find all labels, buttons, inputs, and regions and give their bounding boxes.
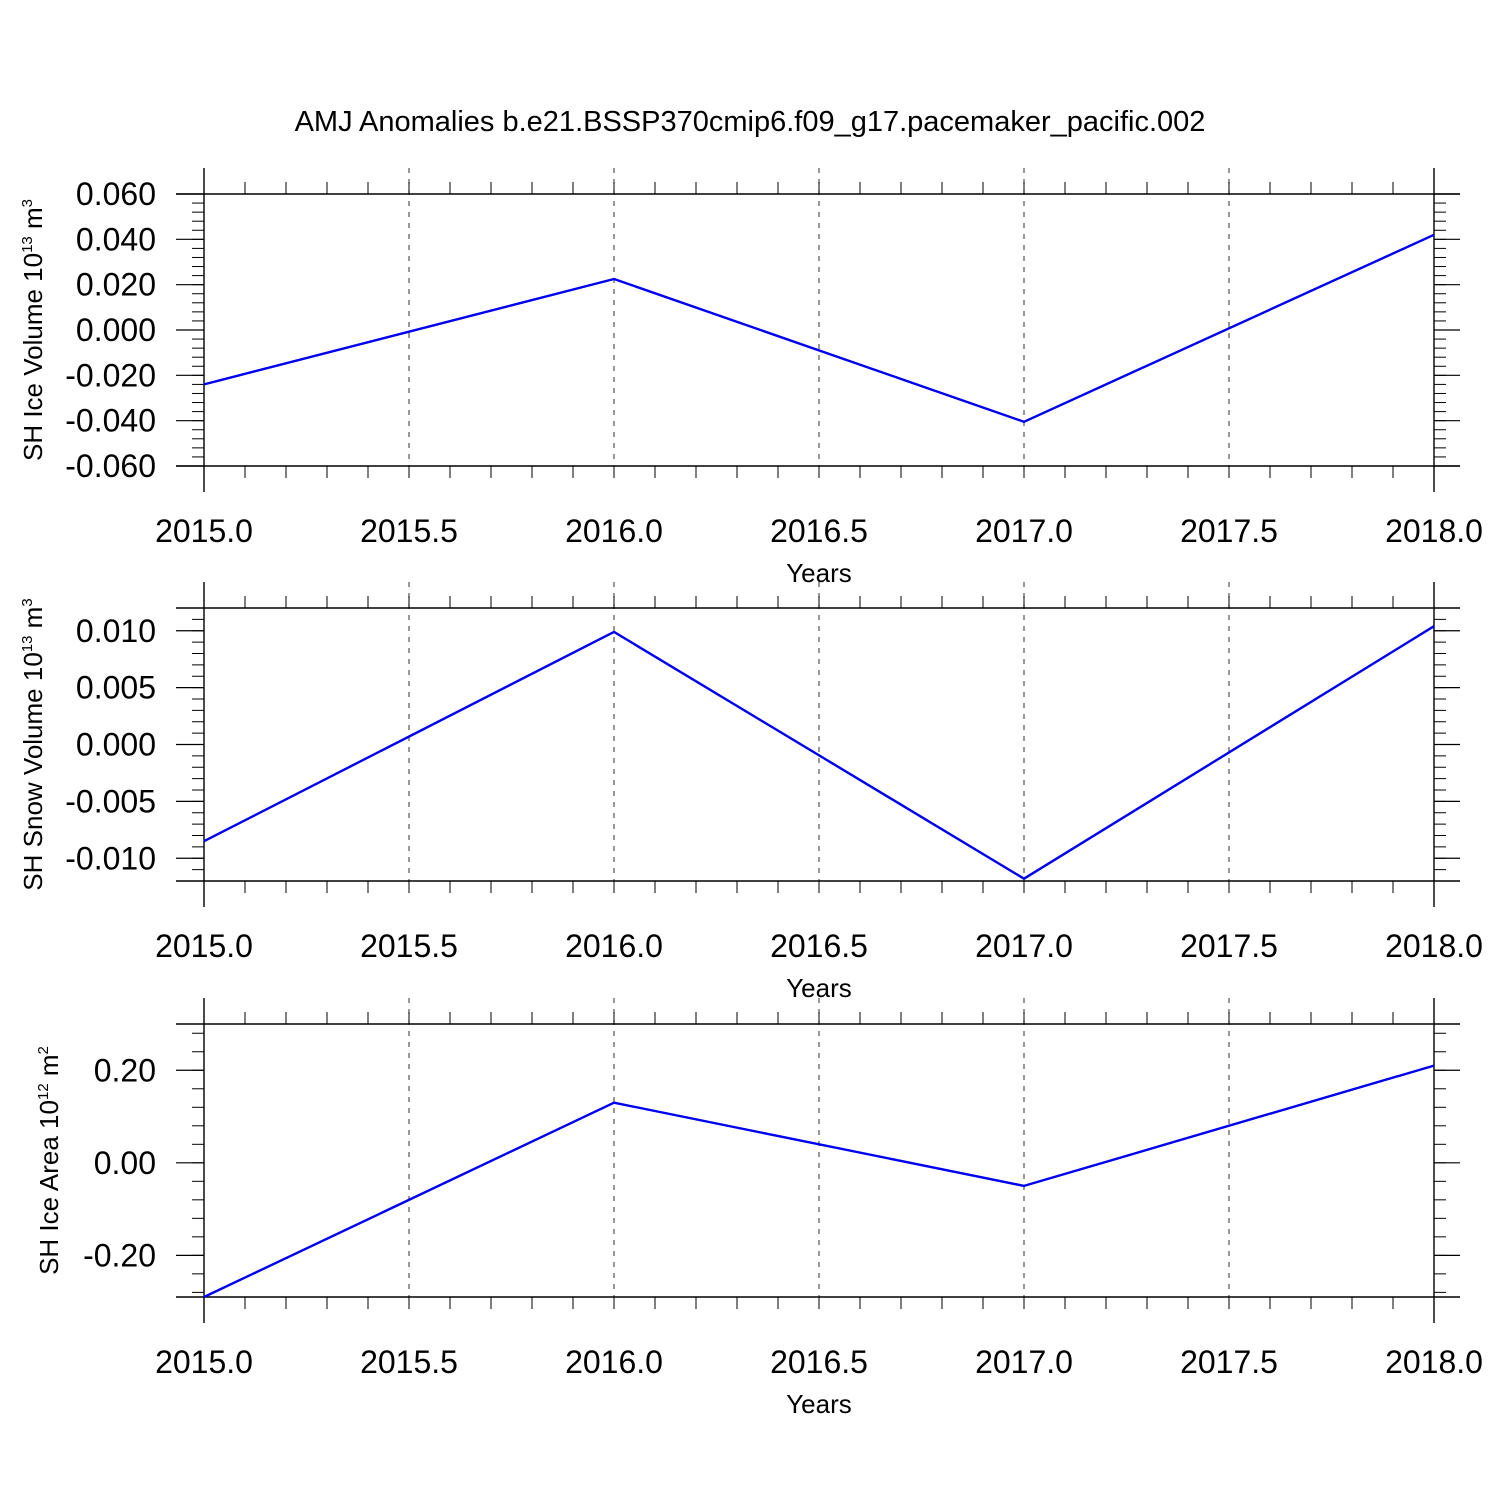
series-line [203, 625, 1435, 880]
series-line [203, 233, 1435, 423]
y-tick-label: -0.005 [65, 783, 156, 819]
y-tick-label: 0.005 [76, 670, 156, 706]
y-tick-label: 0.010 [76, 613, 156, 649]
y-axis-title-unit: m [18, 207, 48, 236]
y-tick-label: 0.000 [76, 312, 156, 348]
y-axis-title-unit: m [34, 1054, 64, 1083]
y-axis-title-exponent: 13 [19, 636, 36, 653]
x-tick-label: 2015.5 [360, 513, 458, 549]
x-tick-label: 2015.0 [155, 928, 253, 964]
figure-title: AMJ Anomalies b.e21.BSSP370cmip6.f09_g17… [295, 106, 1206, 138]
y-axis-title-exponent: 13 [19, 236, 36, 253]
y-tick-label: 0.00 [94, 1145, 156, 1181]
x-tick-label: 2016.0 [565, 928, 663, 964]
x-tick-label: 2016.5 [770, 1344, 868, 1380]
y-axis-title-unit-exponent: 3 [19, 199, 36, 207]
y-axis-title: SH Ice Volume 1013 m3 [18, 199, 48, 461]
y-axis-title-unit: m [18, 607, 48, 636]
y-tick-label: 0.060 [76, 176, 156, 212]
y-tick-label: -0.040 [65, 403, 156, 439]
y-tick-label: 0.000 [76, 727, 156, 763]
y-tick-label: -0.060 [65, 448, 156, 484]
panels: 0.0600.0400.0200.000-0.020-0.040-0.06020… [18, 168, 1483, 1419]
x-axis-title: Years [786, 1389, 852, 1419]
y-axis-title-exponent: 12 [35, 1083, 52, 1100]
chart-panel-3: 0.20 0.00 -0.20 2015.0 2015.5 2016.0 2016.5 201… [34, 998, 1483, 1419]
y-axis-title-text: SH Ice Volume 10 [18, 253, 48, 461]
x-tick-label: 2016.5 [770, 513, 868, 549]
x-tick-label: 2016.5 [770, 928, 868, 964]
y-axis-title: SH Snow Volume 1013 m3 [18, 598, 48, 890]
series-line [203, 1064, 1435, 1299]
chart-panel-2: 0.010 0.005 0.000 -0.005 -0.010 2015.0 2015.5 2… [18, 582, 1483, 1003]
y-tick-label: 0.040 [76, 221, 156, 257]
x-tick-label: 2015.5 [360, 928, 458, 964]
x-tick-label: 2015.0 [155, 513, 253, 549]
y-axis-title-text: SH Ice Area 10 [34, 1100, 64, 1275]
y-axis-title-unit-exponent: 2 [35, 1046, 52, 1054]
x-tick-label: 2017.0 [975, 1344, 1073, 1380]
y-axis-title-text: SH Snow Volume 10 [18, 652, 48, 890]
x-tick-label: 2017.0 [975, 928, 1073, 964]
x-tick-label: 2018.0 [1385, 1344, 1483, 1380]
x-tick-label: 2017.5 [1180, 1344, 1278, 1380]
x-tick-label: 2018.0 [1385, 513, 1483, 549]
y-axis-title: SH Ice Area 1012 m2 [34, 1046, 64, 1275]
y-tick-label: -0.010 [65, 840, 156, 876]
x-tick-label: 2016.0 [565, 513, 663, 549]
x-tick-label: 2015.0 [155, 1344, 253, 1380]
y-tick-label: -0.20 [83, 1237, 156, 1273]
y-axis-title-unit-exponent: 3 [19, 598, 36, 606]
y-tick-label: 0.020 [76, 267, 156, 303]
x-tick-label: 2017.5 [1180, 513, 1278, 549]
x-tick-label: 2018.0 [1385, 928, 1483, 964]
x-tick-label: 2017.5 [1180, 928, 1278, 964]
x-tick-label: 2017.0 [975, 513, 1073, 549]
x-tick-label: 2015.5 [360, 1344, 458, 1380]
y-tick-label: 0.20 [94, 1052, 156, 1088]
y-tick-label: -0.020 [65, 357, 156, 393]
chart-panel-1: 0.060 0.040 0.020 0.000 -0.020 -0.040 -0.060 20… [18, 168, 1483, 588]
x-tick-label: 2016.0 [565, 1344, 663, 1380]
